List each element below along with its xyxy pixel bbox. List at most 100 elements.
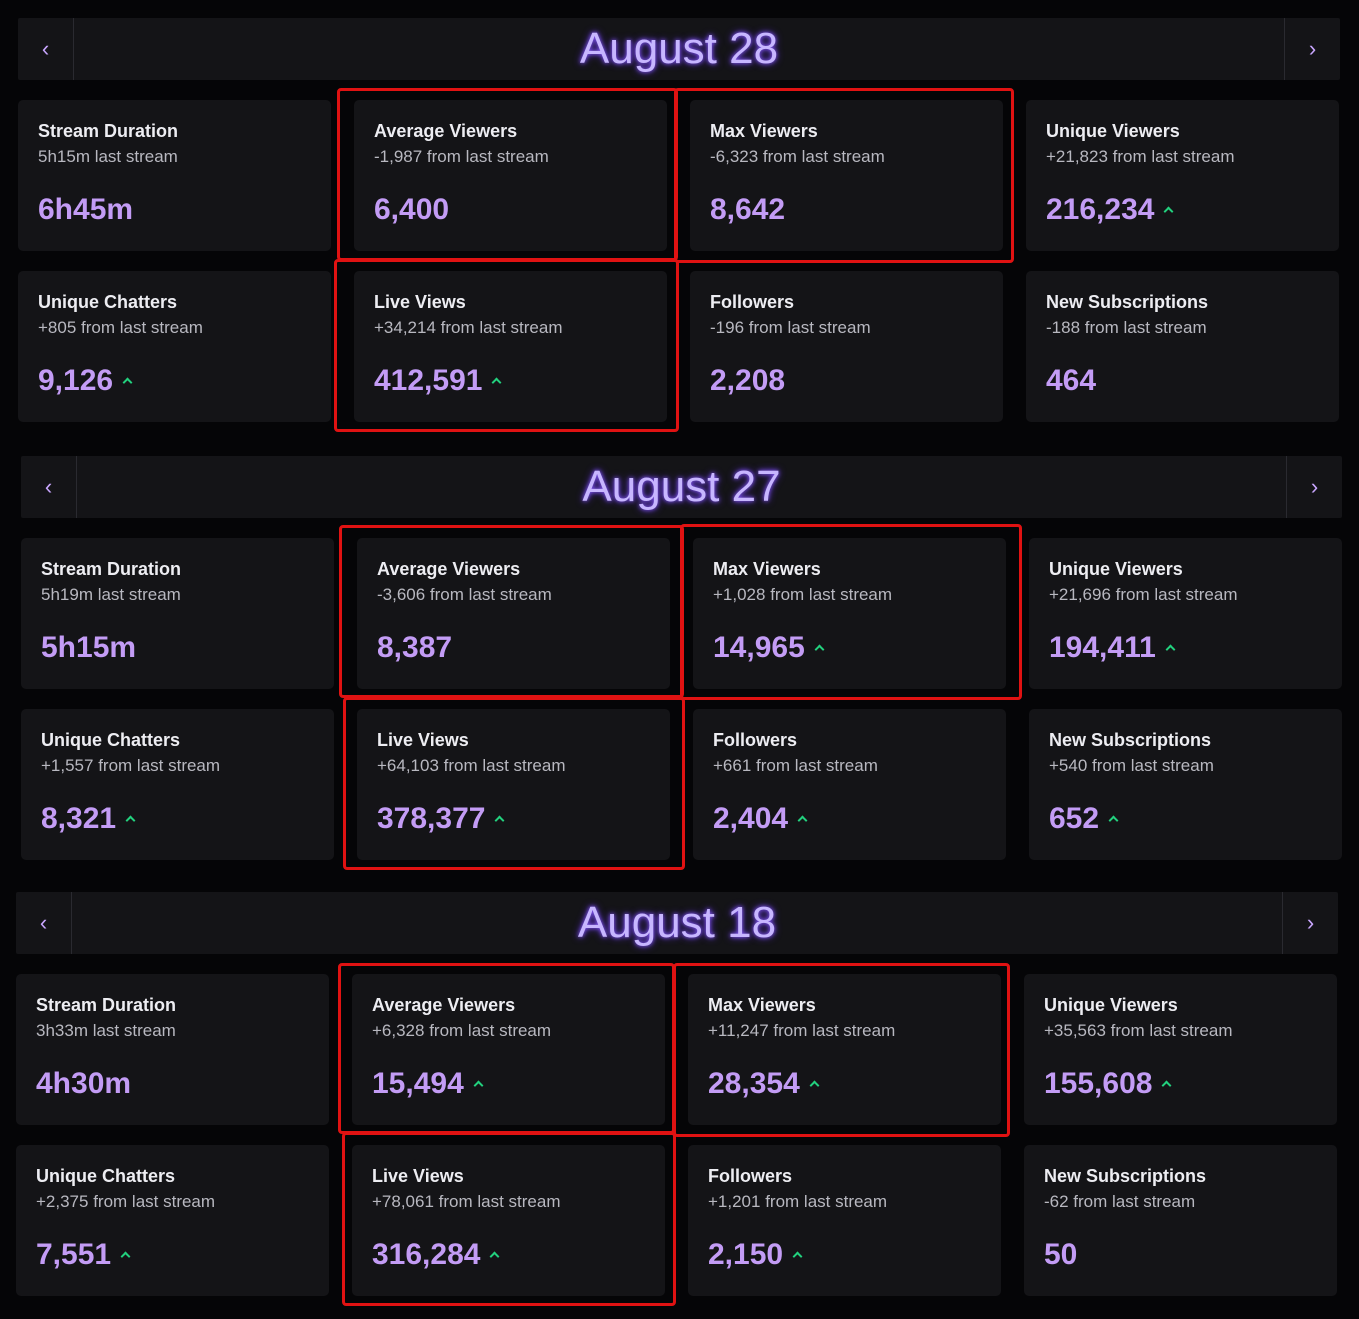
stat-value: 7,551 [36,1238,112,1271]
stat-card-stream-duration: Stream Duration 5h15m last stream 6h45m [18,100,331,251]
stat-value-row: 6,400 [374,193,449,227]
stat-value-row: 8,321 [41,802,136,836]
stat-change: +34,214 from last stream [374,318,563,337]
stat-title: Stream Duration [41,559,182,579]
stat-value-row: 652 [1049,802,1119,836]
trend-up-icon [121,1250,131,1260]
next-date-button[interactable]: › [1286,456,1342,518]
stat-change: +78,061 from last stream [372,1192,561,1211]
date-title: August 18 [577,898,777,947]
stat-card-average-viewers: Average Viewers -1,987 from last stream 6,… [354,100,667,251]
chevron-left-icon: ‹ [39,910,48,935]
stat-title: New Subscriptions [1044,1166,1207,1186]
stat-value: 464 [1046,364,1097,397]
stat-value: 6h45m [38,193,134,226]
stat-change: +21,696 from last stream [1049,585,1238,604]
stat-card-unique-viewers: Unique Viewers +35,563 from last stream 15… [1024,974,1337,1125]
stat-value: 28,354 [708,1067,800,1100]
date-title: August 27 [582,462,781,511]
stat-card-unique-viewers: Unique Viewers +21,823 from last stream 21… [1026,100,1339,251]
stat-value-row: 5h15m [41,631,136,665]
stat-value: 2,208 [710,364,786,397]
stat-title: Max Viewers [710,121,818,141]
stat-value: 8,321 [41,802,117,835]
stat-title: New Subscriptions [1046,292,1209,312]
stat-change: +1,201 from last stream [708,1192,888,1211]
stat-value: 2,150 [708,1238,784,1271]
trend-up-icon [495,814,505,824]
chevron-right-icon: › [1306,910,1315,935]
stat-value-row: 2,150 [708,1238,803,1272]
stat-value: 194,411 [1049,631,1156,664]
stat-value: 652 [1049,802,1100,835]
trend-up-icon [123,376,133,386]
prev-date-button[interactable]: ‹ [21,456,77,518]
stat-value-row: 28,354 [708,1067,820,1101]
stat-value-row: 6h45m [38,193,133,227]
next-date-button[interactable]: › [1284,18,1340,80]
stat-title: Unique Viewers [1049,559,1183,579]
stat-value-row: 2,208 [710,364,785,398]
stat-card-new-subscriptions: New Subscriptions +540 from last stream 65… [1029,709,1342,860]
stat-title: Followers [713,730,798,750]
stat-value: 412,591 [374,364,483,397]
stat-value-row: 9,126 [38,364,133,398]
stat-card-followers: Followers +661 from last stream 2,404 [693,709,1006,860]
stat-title: Unique Chatters [36,1166,176,1186]
stat-title: Stream Duration [38,121,179,141]
next-date-button[interactable]: › [1282,892,1338,954]
stat-value-row: 8,642 [710,193,785,227]
stat-change: +1,028 from last stream [713,585,893,604]
trend-up-icon [810,1079,820,1089]
stat-change: +35,563 from last stream [1044,1021,1233,1040]
stat-value: 50 [1044,1238,1078,1271]
stat-title: Max Viewers [713,559,821,579]
stat-change: -62 from last stream [1044,1192,1196,1211]
stat-value-row: 194,411 [1049,631,1176,665]
trend-up-icon [1166,643,1176,653]
stat-change: +805 from last stream [38,318,203,337]
stat-card-live-views: Live Views +64,103 from last stream 378,37… [357,709,670,860]
stat-title: Live Views [372,1166,464,1186]
stat-card-unique-chatters: Unique Chatters +2,375 from last stream 7,… [16,1145,329,1296]
stat-change: +64,103 from last stream [377,756,566,775]
prev-date-button[interactable]: ‹ [16,892,72,954]
stat-card-followers: Followers -196 from last stream 2,208 [690,271,1003,422]
trend-up-icon [793,1250,803,1260]
stat-value: 15,494 [372,1067,464,1100]
stat-change: 5h19m last stream [41,585,181,604]
stat-value: 155,608 [1044,1067,1153,1100]
stat-value: 8,387 [377,631,453,664]
stat-change: -3,606 from last stream [377,585,552,604]
trend-up-icon [126,814,136,824]
stat-change: 5h15m last stream [38,147,178,166]
stat-title: Average Viewers [377,559,521,579]
stat-value-row: 50 [1044,1238,1077,1272]
stat-title: Followers [708,1166,793,1186]
stat-card-live-views: Live Views +78,061 from last stream 316,28… [352,1145,665,1296]
stat-card-max-viewers: Max Viewers -6,323 from last stream 8,642 [690,100,1003,251]
stat-title: Live Views [377,730,469,750]
stat-title: Unique Viewers [1046,121,1180,141]
stat-value: 5h15m [41,631,137,664]
stat-title: New Subscriptions [1049,730,1212,750]
stat-value: 8,642 [710,193,786,226]
stat-change: +6,328 from last stream [372,1021,552,1040]
stat-title: Followers [710,292,795,312]
trend-up-icon [1164,205,1174,215]
prev-date-button[interactable]: ‹ [18,18,74,80]
stat-value-row: 2,404 [713,802,808,836]
stat-value-row: 14,965 [713,631,825,665]
stat-change: -1,987 from last stream [374,147,549,166]
date-header: ‹ August 28 › [18,18,1340,80]
stat-value-row: 8,387 [377,631,452,665]
stat-change: 3h33m last stream [36,1021,176,1040]
stat-card-followers: Followers +1,201 from last stream 2,150 [688,1145,1001,1296]
stat-change: -188 from last stream [1046,318,1207,337]
stat-value-row: 216,234 [1046,193,1174,227]
stat-value-row: 155,608 [1044,1067,1172,1101]
stat-title: Max Viewers [708,995,816,1015]
trend-up-icon [1109,814,1119,824]
stat-change: +2,375 from last stream [36,1192,216,1211]
stat-card-average-viewers: Average Viewers -3,606 from last stream 8,… [357,538,670,689]
